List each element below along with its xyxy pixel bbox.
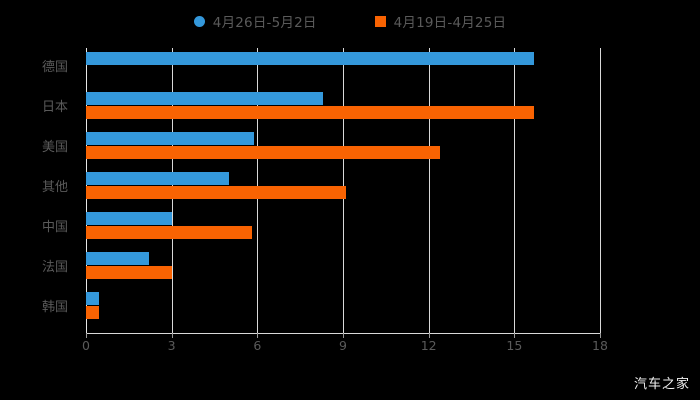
bar-blue[interactable]: [86, 292, 99, 305]
x-axis-tick-15: [514, 333, 516, 338]
x-axis-tick-0: [86, 333, 87, 338]
x-axis-tick-6: [257, 333, 259, 338]
x-axis-tick-label-0: 0: [82, 338, 90, 353]
bar-group: [86, 248, 600, 288]
y-axis-labels: 德国日本美国其他中国法国韩国: [0, 48, 78, 333]
y-axis-label-1: 日本: [41, 100, 68, 115]
y-axis-label-3: 其他: [41, 180, 68, 195]
bar-blue[interactable]: [86, 92, 323, 105]
watermark: 汽车之家: [633, 377, 690, 392]
bar-group: [86, 208, 600, 248]
bar-blue[interactable]: [86, 132, 255, 145]
gridline-18: [600, 48, 601, 333]
legend-label-blue: 4月26日-5月2日: [212, 15, 317, 31]
bar-blue[interactable]: [86, 212, 172, 225]
gridline-12: [428, 48, 430, 333]
bar-orange[interactable]: [86, 306, 99, 319]
x-axis-tick-18: [600, 333, 601, 338]
x-axis-tick-label-3: 3: [167, 338, 176, 353]
y-axis-label-6: 韩国: [41, 300, 68, 315]
legend-item-orange[interactable]: 4月19日-4月25日: [374, 11, 507, 31]
x-axis-tick-9: [343, 333, 344, 338]
bar-orange[interactable]: [86, 266, 172, 279]
chart-legend: 4月26日-5月2日 4月19日-4月25日: [0, 10, 700, 32]
gridline-15: [514, 48, 516, 333]
bar-group: [86, 128, 600, 168]
bar-orange[interactable]: [86, 226, 252, 239]
y-axis-label-2: 美国: [41, 140, 68, 155]
bar-group: [86, 88, 600, 128]
bar-group: [86, 168, 600, 208]
x-axis-tick-label-9: 9: [339, 338, 347, 353]
x-axis-tick-label-15: 15: [506, 338, 523, 353]
bar-orange[interactable]: [86, 146, 441, 159]
bar-group: [86, 48, 600, 88]
bar-orange[interactable]: [86, 106, 535, 119]
legend-swatch-square-icon: [374, 15, 386, 27]
plot-area: [86, 48, 601, 333]
x-axis-tick-label-12: 12: [420, 338, 437, 353]
y-axis-label-5: 法国: [41, 260, 68, 275]
x-axis-tick-label-6: 6: [253, 338, 262, 353]
x-axis-tick-3: [171, 333, 173, 338]
bar-group: [86, 288, 600, 328]
y-axis-label-4: 中国: [41, 220, 68, 235]
y-axis-label-0: 德国: [41, 60, 68, 75]
bar-blue[interactable]: [86, 52, 535, 65]
legend-swatch-circle-icon: [193, 15, 205, 27]
legend-label-orange: 4月19日-4月25日: [393, 15, 507, 31]
bar-rows: [86, 48, 600, 333]
bar-blue[interactable]: [86, 252, 149, 265]
x-axis-tick-label-18: 18: [592, 338, 608, 353]
bar-orange[interactable]: [86, 186, 346, 199]
legend-item-blue[interactable]: 4月26日-5月2日: [193, 11, 317, 31]
x-axis-tick-12: [428, 333, 430, 338]
bar-blue[interactable]: [86, 172, 229, 185]
